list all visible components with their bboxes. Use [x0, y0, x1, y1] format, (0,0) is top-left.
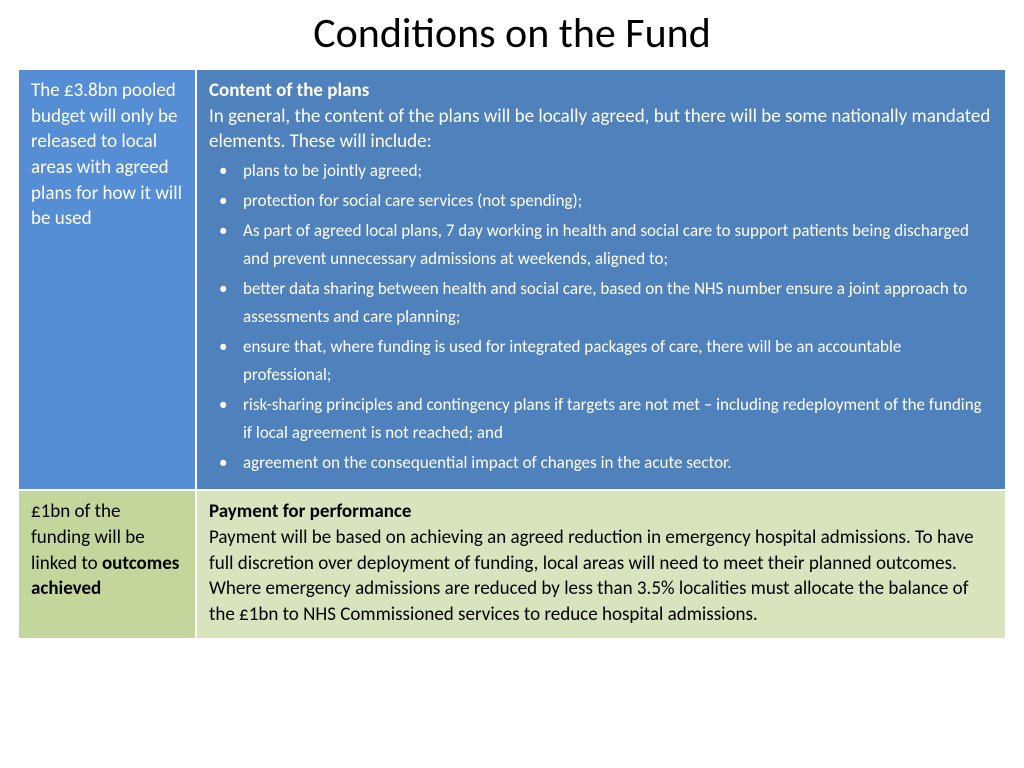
row1-left-text: The £3.8bn pooled budget will only be re…: [31, 78, 183, 232]
bullet-item: plans to be jointly agreed;: [213, 157, 993, 185]
row1-right-cell: Content of the plans In general, the con…: [196, 69, 1006, 490]
row2-body: Payment will be based on achieving an ag…: [209, 525, 993, 628]
bullet-item: ensure that, where funding is used for i…: [213, 333, 993, 389]
row1-intro: In general, the content of the plans wil…: [209, 104, 993, 155]
bullet-item: protection for social care services (not…: [213, 187, 993, 215]
slide-title: Conditions on the Fund: [18, 0, 1006, 69]
row2-left-cell: £1bn of the funding will be linked to ou…: [18, 490, 196, 638]
row1-heading: Content of the plans: [209, 78, 993, 104]
content-grid: The £3.8bn pooled budget will only be re…: [18, 69, 1006, 639]
row2-right-cell: Payment for performance Payment will be …: [196, 490, 1006, 638]
row1-left-cell: The £3.8bn pooled budget will only be re…: [18, 69, 196, 490]
bullet-item: better data sharing between health and s…: [213, 275, 993, 331]
row1-bullet-list: plans to be jointly agreed; protection f…: [209, 157, 993, 478]
slide: Conditions on the Fund The £3.8bn pooled…: [0, 0, 1024, 768]
row2-heading: Payment for performance: [209, 499, 993, 525]
bullet-item: risk-sharing principles and contingency …: [213, 391, 993, 447]
bullet-item: As part of agreed local plans, 7 day wor…: [213, 217, 993, 273]
bullet-item: agreement on the consequential impact of…: [213, 449, 993, 477]
